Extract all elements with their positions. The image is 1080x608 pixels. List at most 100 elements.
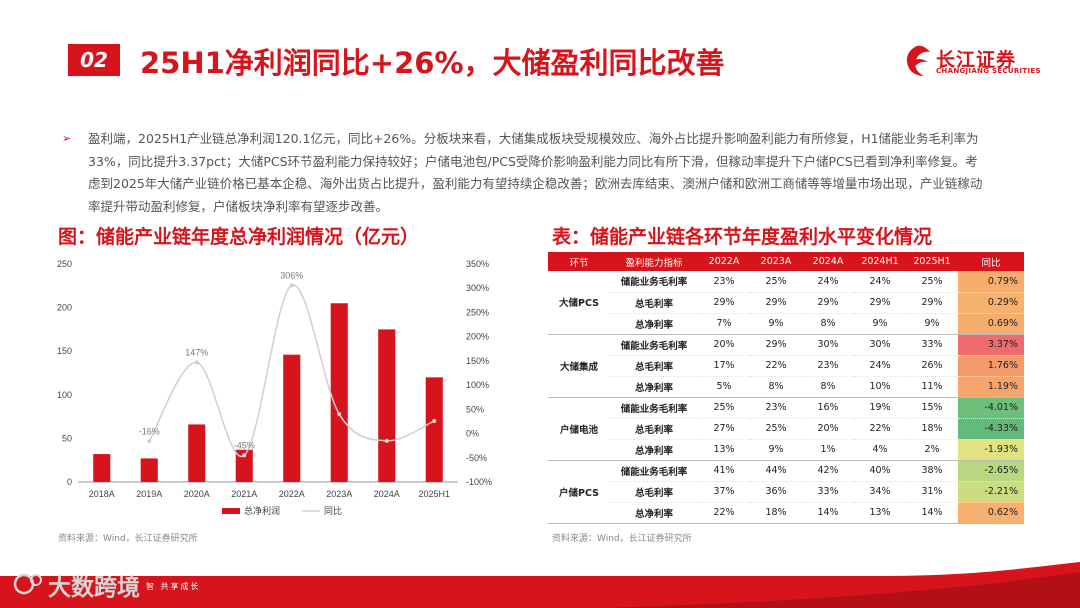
table-value-cell: 18% <box>906 418 958 440</box>
table-value-cell: 1% <box>802 439 854 461</box>
summary-paragraph: 盈利端，2025H1产业链总净利润120.1亿元，同比+26%。分板块来看，大储… <box>88 131 983 214</box>
bar-2021A <box>235 449 253 482</box>
legend-line-label: 同比 <box>324 505 342 516</box>
table-value-cell: 42% <box>802 460 854 482</box>
table-header-cell: 2022A <box>698 252 750 271</box>
table-value-cell: 41% <box>698 460 750 482</box>
bullet-arrow-icon: ➢ <box>62 132 72 145</box>
table-value-cell: 25% <box>750 418 802 440</box>
x-tick-label: 2020A <box>184 489 210 499</box>
bar-2024A <box>378 329 396 482</box>
chart-source: 资料来源：Wind，长江证券研究所 <box>58 534 198 544</box>
table-value-cell: 33% <box>802 481 854 503</box>
table-row: 总毛利率 27% 25% 20% 22% 18% -4.33% <box>548 418 1024 440</box>
table-value-cell: 15% <box>906 397 958 419</box>
table-value-cell: 29% <box>906 292 958 314</box>
table-value-cell: 23% <box>698 271 750 293</box>
bar-2022A <box>283 354 301 482</box>
table-value-cell: 25% <box>750 271 802 293</box>
table-metric-cell: 总毛利率 <box>610 418 698 440</box>
table-value-cell: 18% <box>750 502 802 524</box>
table-row: 大储PCS 储能业务毛利率 23% 25% 24% 24% 25% 0.79% <box>548 271 1024 335</box>
x-tick-label: 2018A <box>89 489 115 499</box>
table-value-cell: 22% <box>750 355 802 377</box>
yoy-point <box>194 360 199 365</box>
table-change-cell: -2.65% <box>958 460 1024 482</box>
table-value-cell: 23% <box>802 355 854 377</box>
table-value-cell: 44% <box>750 460 802 482</box>
table-change-cell: 3.37% <box>958 334 1024 356</box>
x-tick-label: 2022A <box>279 489 305 499</box>
table-value-cell: 9% <box>750 439 802 461</box>
table-metric-cell: 总毛利率 <box>610 481 698 503</box>
footer-band <box>0 562 1080 608</box>
y-right-tick-label: 50% <box>466 404 484 414</box>
yoy-data-label: 147% <box>185 347 208 357</box>
table-source: 资料来源：Wind，长江证券研究所 <box>552 534 692 544</box>
section-number-badge: 02 <box>68 44 120 76</box>
table-metric-cell: 储能业务毛利率 <box>610 271 698 293</box>
yoy-point <box>242 453 247 458</box>
x-tick-label: 2021A <box>231 489 257 499</box>
table-value-cell: 30% <box>802 334 854 356</box>
table-group-label: 大储集成 <box>548 334 610 398</box>
table-value-cell: 8% <box>750 376 802 398</box>
table-change-cell: 0.79% <box>958 271 1024 293</box>
table-change-cell: -4.33% <box>958 418 1024 440</box>
table-header-cell: 2024A <box>802 252 854 271</box>
table-value-cell: 22% <box>698 502 750 524</box>
table-metric-cell: 总净利率 <box>610 439 698 461</box>
table-title: 表：储能产业链各环节年度盈利水平变化情况 <box>552 226 933 248</box>
bar-2023A <box>330 303 348 482</box>
table-value-cell: 29% <box>750 292 802 314</box>
y-left-tick-label: 200 <box>57 303 72 313</box>
table-metric-cell: 储能业务毛利率 <box>610 397 698 419</box>
table-value-cell: 33% <box>906 334 958 356</box>
table-header-row: 环节 盈利能力指标 2022A 2023A 2024A 2024H1 2025H1 同比 <box>548 252 1024 271</box>
table-value-cell: 13% <box>698 439 750 461</box>
table-group-label: 大储PCS <box>548 271 610 335</box>
table-row: 总净利率 22% 18% 14% 13% 14% 0.62% <box>548 502 1024 524</box>
logo-subtitle: CHANGJIANG SECURITIES <box>936 67 1041 75</box>
table-value-cell: 9% <box>906 313 958 335</box>
table-value-cell: 5% <box>698 376 750 398</box>
table-row: 总毛利率 17% 22% 23% 24% 26% 1.76% <box>548 355 1024 377</box>
table-change-cell: 0.62% <box>958 502 1024 524</box>
table-value-cell: 17% <box>698 355 750 377</box>
table-value-cell: 24% <box>802 271 854 293</box>
logo-name: 长江证券 <box>936 49 1017 71</box>
y-left-tick-label: 100 <box>57 390 72 400</box>
table-value-cell: 29% <box>750 334 802 356</box>
y-right-tick-label: 0% <box>466 429 479 439</box>
yoy-point <box>289 283 294 288</box>
bar-2020A <box>188 424 206 482</box>
changjiang-logo-icon <box>906 45 930 76</box>
watermark-icon <box>13 573 42 595</box>
watermark-text: 大数跨境 <box>48 575 140 601</box>
table-row: 户储PCS 储能业务毛利率 41% 44% 42% 40% 38% -2.65% <box>548 460 1024 524</box>
y-right-tick-label: 350% <box>466 259 489 269</box>
table-value-cell: 14% <box>802 502 854 524</box>
legend-bar-label: 总净利润 <box>244 505 280 516</box>
x-tick-label: 2019A <box>136 489 162 499</box>
table-group-label: 户储电池 <box>548 397 610 461</box>
table-value-cell: 38% <box>906 460 958 482</box>
bar-2019A <box>140 458 158 482</box>
y-right-tick-label: 100% <box>466 380 489 390</box>
x-tick-label: 2025H1 <box>418 489 450 499</box>
table-value-cell: 16% <box>802 397 854 419</box>
y-right-tick-label: -100% <box>466 477 492 487</box>
table-change-cell: 0.29% <box>958 292 1024 314</box>
table-value-cell: 23% <box>750 397 802 419</box>
y-right-tick-label: 250% <box>466 307 489 317</box>
table-value-cell: 26% <box>906 355 958 377</box>
table-change-cell: -2.21% <box>958 481 1024 503</box>
table-value-cell: 34% <box>854 481 906 503</box>
table-value-cell: 40% <box>854 460 906 482</box>
yoy-point <box>337 412 342 417</box>
table-value-cell: 30% <box>854 334 906 356</box>
y-right-tick-label: -50% <box>466 453 487 463</box>
profit-chart: 0 50 100 150 200 250 -100% -50% 0% 50% 100% 150% 200… <box>57 259 492 516</box>
table-header-cell: 2023A <box>750 252 802 271</box>
table-value-cell: 20% <box>802 418 854 440</box>
